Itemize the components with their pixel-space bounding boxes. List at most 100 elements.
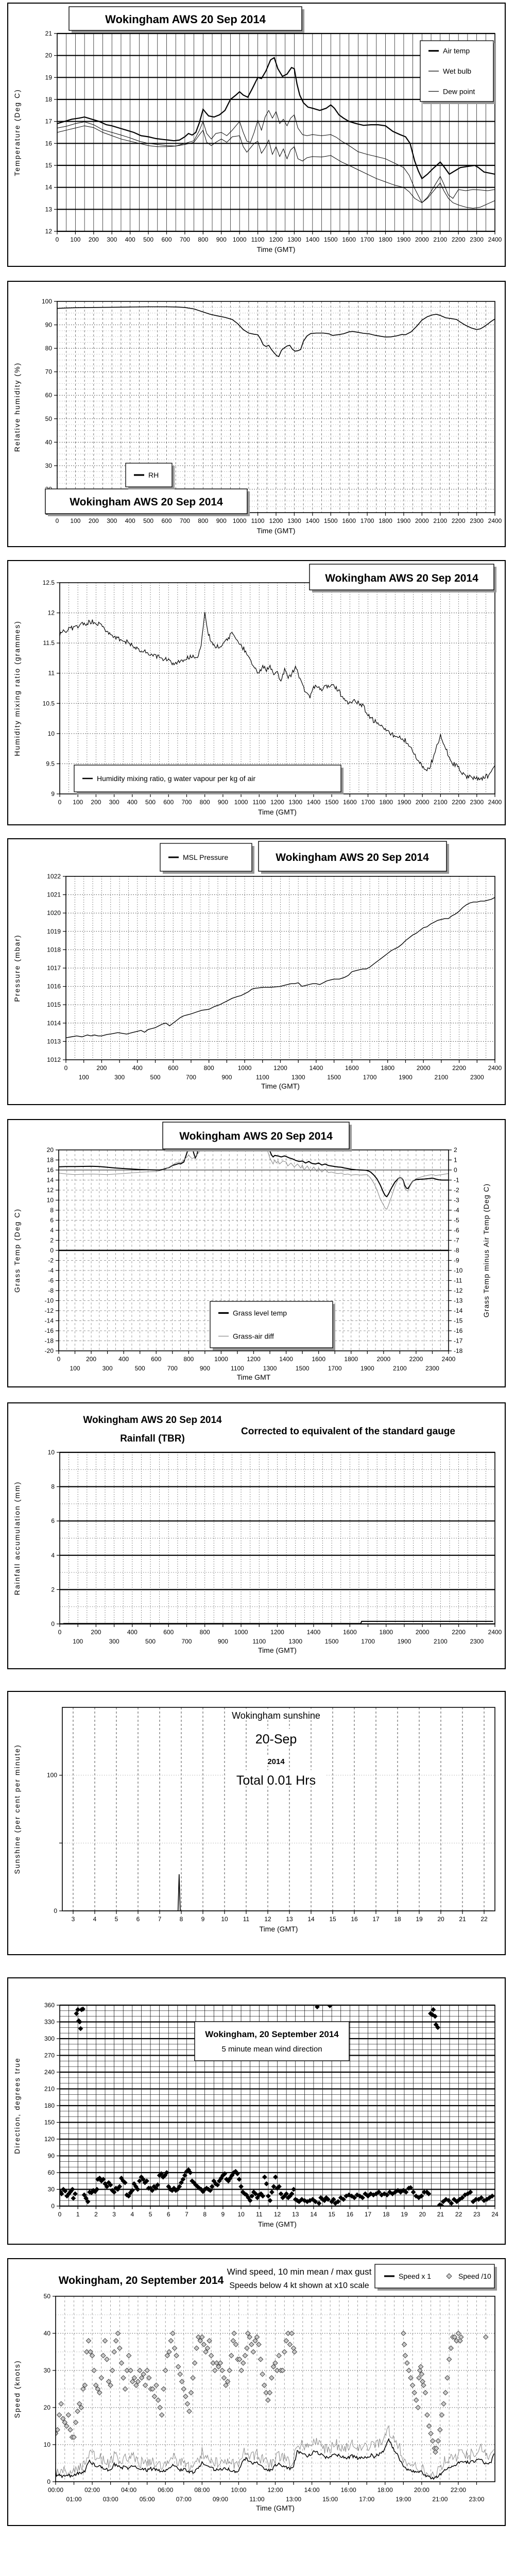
chart-title: Corrected to equivalent of the standard … xyxy=(241,1426,455,1437)
svg-text:17:00: 17:00 xyxy=(359,2496,374,2503)
svg-text:1500: 1500 xyxy=(296,1365,310,1372)
svg-text:Wind speed, 10 min mean / max: Wind speed, 10 min mean / max gust xyxy=(227,2267,372,2277)
svg-text:800: 800 xyxy=(204,1064,214,1072)
y-axis-label: Temperature (Deg C) xyxy=(13,89,21,176)
svg-text:2300: 2300 xyxy=(470,517,484,524)
svg-text:9: 9 xyxy=(221,2211,225,2218)
x-axis-label: Time (GMT) xyxy=(257,527,296,535)
svg-text:200: 200 xyxy=(86,1355,96,1363)
svg-text:-18: -18 xyxy=(45,1337,54,1345)
svg-text:15: 15 xyxy=(328,2211,335,2218)
svg-text:200: 200 xyxy=(96,1064,107,1072)
svg-text:Wokingham AWS 20 Sep 2014: Wokingham AWS 20 Sep 2014 xyxy=(105,13,266,26)
chart-title: Wokingham AWS 20 Sep 2014 Rainfall (TBR) xyxy=(83,1415,222,1444)
svg-text:800: 800 xyxy=(198,236,208,243)
svg-text:800: 800 xyxy=(198,517,208,524)
svg-text:11: 11 xyxy=(256,2211,263,2218)
svg-text:400: 400 xyxy=(127,1629,138,1636)
svg-text:2000: 2000 xyxy=(417,1064,431,1072)
svg-text:500: 500 xyxy=(143,517,153,524)
svg-text:500: 500 xyxy=(145,799,156,806)
svg-text:23: 23 xyxy=(473,2211,480,2218)
svg-text:18:00: 18:00 xyxy=(377,2486,393,2494)
svg-text:20: 20 xyxy=(419,2211,426,2218)
svg-text:-14: -14 xyxy=(454,1307,463,1314)
svg-text:1400: 1400 xyxy=(307,1629,321,1636)
mean-line xyxy=(56,2437,494,2480)
svg-text:-6: -6 xyxy=(48,1277,54,1284)
svg-text:300: 300 xyxy=(109,799,119,806)
svg-text:-15: -15 xyxy=(454,1317,463,1325)
svg-text:4: 4 xyxy=(50,1227,54,1234)
rh-line xyxy=(57,306,495,358)
svg-text:6: 6 xyxy=(167,2211,170,2218)
legend: Humidity mixing ratio, g water vapour pe… xyxy=(74,765,344,794)
svg-text:21: 21 xyxy=(437,2211,444,2218)
y-axis-label: Speed (knots) xyxy=(13,2360,21,2418)
svg-text:1100: 1100 xyxy=(251,236,265,243)
svg-text:2014: 2014 xyxy=(267,1757,285,1766)
svg-text:-12: -12 xyxy=(45,1307,54,1314)
svg-text:14:00: 14:00 xyxy=(304,2486,320,2494)
svg-text:2400: 2400 xyxy=(442,1355,456,1363)
svg-text:23:00: 23:00 xyxy=(469,2496,484,2503)
svg-text:2000: 2000 xyxy=(376,1355,390,1363)
svg-text:-6: -6 xyxy=(454,1227,459,1234)
svg-text:1200: 1200 xyxy=(270,1629,284,1636)
dew-line xyxy=(57,125,495,209)
svg-text:16: 16 xyxy=(347,2211,354,2218)
svg-text:16: 16 xyxy=(45,140,53,147)
svg-text:1300: 1300 xyxy=(287,236,301,243)
svg-text:-7: -7 xyxy=(454,1237,459,1244)
svg-text:Corrected to equivalent of the: Corrected to equivalent of the standard … xyxy=(241,1426,455,1437)
svg-text:1900: 1900 xyxy=(398,1638,411,1645)
svg-text:1600: 1600 xyxy=(343,799,357,806)
svg-text:1018: 1018 xyxy=(47,946,61,953)
svg-text:Dew point: Dew point xyxy=(443,87,475,95)
svg-text:1000: 1000 xyxy=(233,236,247,243)
svg-text:1800: 1800 xyxy=(379,799,393,806)
svg-text:14: 14 xyxy=(47,1177,54,1184)
svg-text:180: 180 xyxy=(44,2102,55,2109)
rain-line xyxy=(63,1621,493,1624)
chart-title: Wokingham sunshine xyxy=(229,1708,323,1721)
svg-text:12: 12 xyxy=(47,1187,54,1194)
svg-text:2000: 2000 xyxy=(415,517,429,524)
svg-text:1800: 1800 xyxy=(379,1629,393,1636)
svg-text:19: 19 xyxy=(401,2211,408,2218)
svg-text:11: 11 xyxy=(48,670,55,677)
y-axis-label: Relative humidity (%) xyxy=(13,362,21,452)
svg-text:0: 0 xyxy=(51,1620,55,1628)
svg-text:12:00: 12:00 xyxy=(267,2486,283,2494)
wet-line xyxy=(57,110,495,204)
svg-text:-20: -20 xyxy=(45,1347,54,1354)
panel-wind-speed: 0 10 20 30 40 50 00:00 01:00 02:00 03:00 04:00 05:0… xyxy=(7,2258,506,2526)
svg-text:18: 18 xyxy=(383,2211,390,2218)
svg-text:9: 9 xyxy=(51,790,55,798)
svg-text:-16: -16 xyxy=(45,1327,54,1334)
svg-text:1500: 1500 xyxy=(324,236,338,243)
wdir-points xyxy=(60,2005,495,2206)
svg-text:Total 0.01 Hrs: Total 0.01 Hrs xyxy=(236,1773,316,1788)
svg-text:20-Sep: 20-Sep xyxy=(255,1732,297,1747)
svg-text:60: 60 xyxy=(45,392,53,399)
svg-text:13: 13 xyxy=(292,2211,299,2218)
svg-text:-4: -4 xyxy=(48,1267,54,1274)
legend: MSL Pressure xyxy=(160,843,254,874)
y-axis-label: Direction, degrees true xyxy=(13,2057,21,2154)
svg-text:10.5: 10.5 xyxy=(43,700,55,707)
humidity-mixing-ratio-chart: 9 9.5 10 10.5 11 11.5 12 12.5 0 100 200 300 400 500 60… xyxy=(13,564,502,816)
svg-text:2400: 2400 xyxy=(488,517,502,524)
svg-text:10: 10 xyxy=(48,730,55,737)
svg-text:15: 15 xyxy=(45,162,53,169)
svg-text:1400: 1400 xyxy=(307,799,321,806)
svg-text:900: 900 xyxy=(218,1638,228,1645)
svg-text:0: 0 xyxy=(47,2478,50,2485)
svg-text:00:00: 00:00 xyxy=(48,2486,63,2494)
svg-text:600: 600 xyxy=(161,517,171,524)
svg-text:200: 200 xyxy=(89,236,99,243)
svg-text:1015: 1015 xyxy=(47,1001,61,1008)
svg-text:1200: 1200 xyxy=(269,517,283,524)
svg-text:40: 40 xyxy=(44,2330,51,2337)
